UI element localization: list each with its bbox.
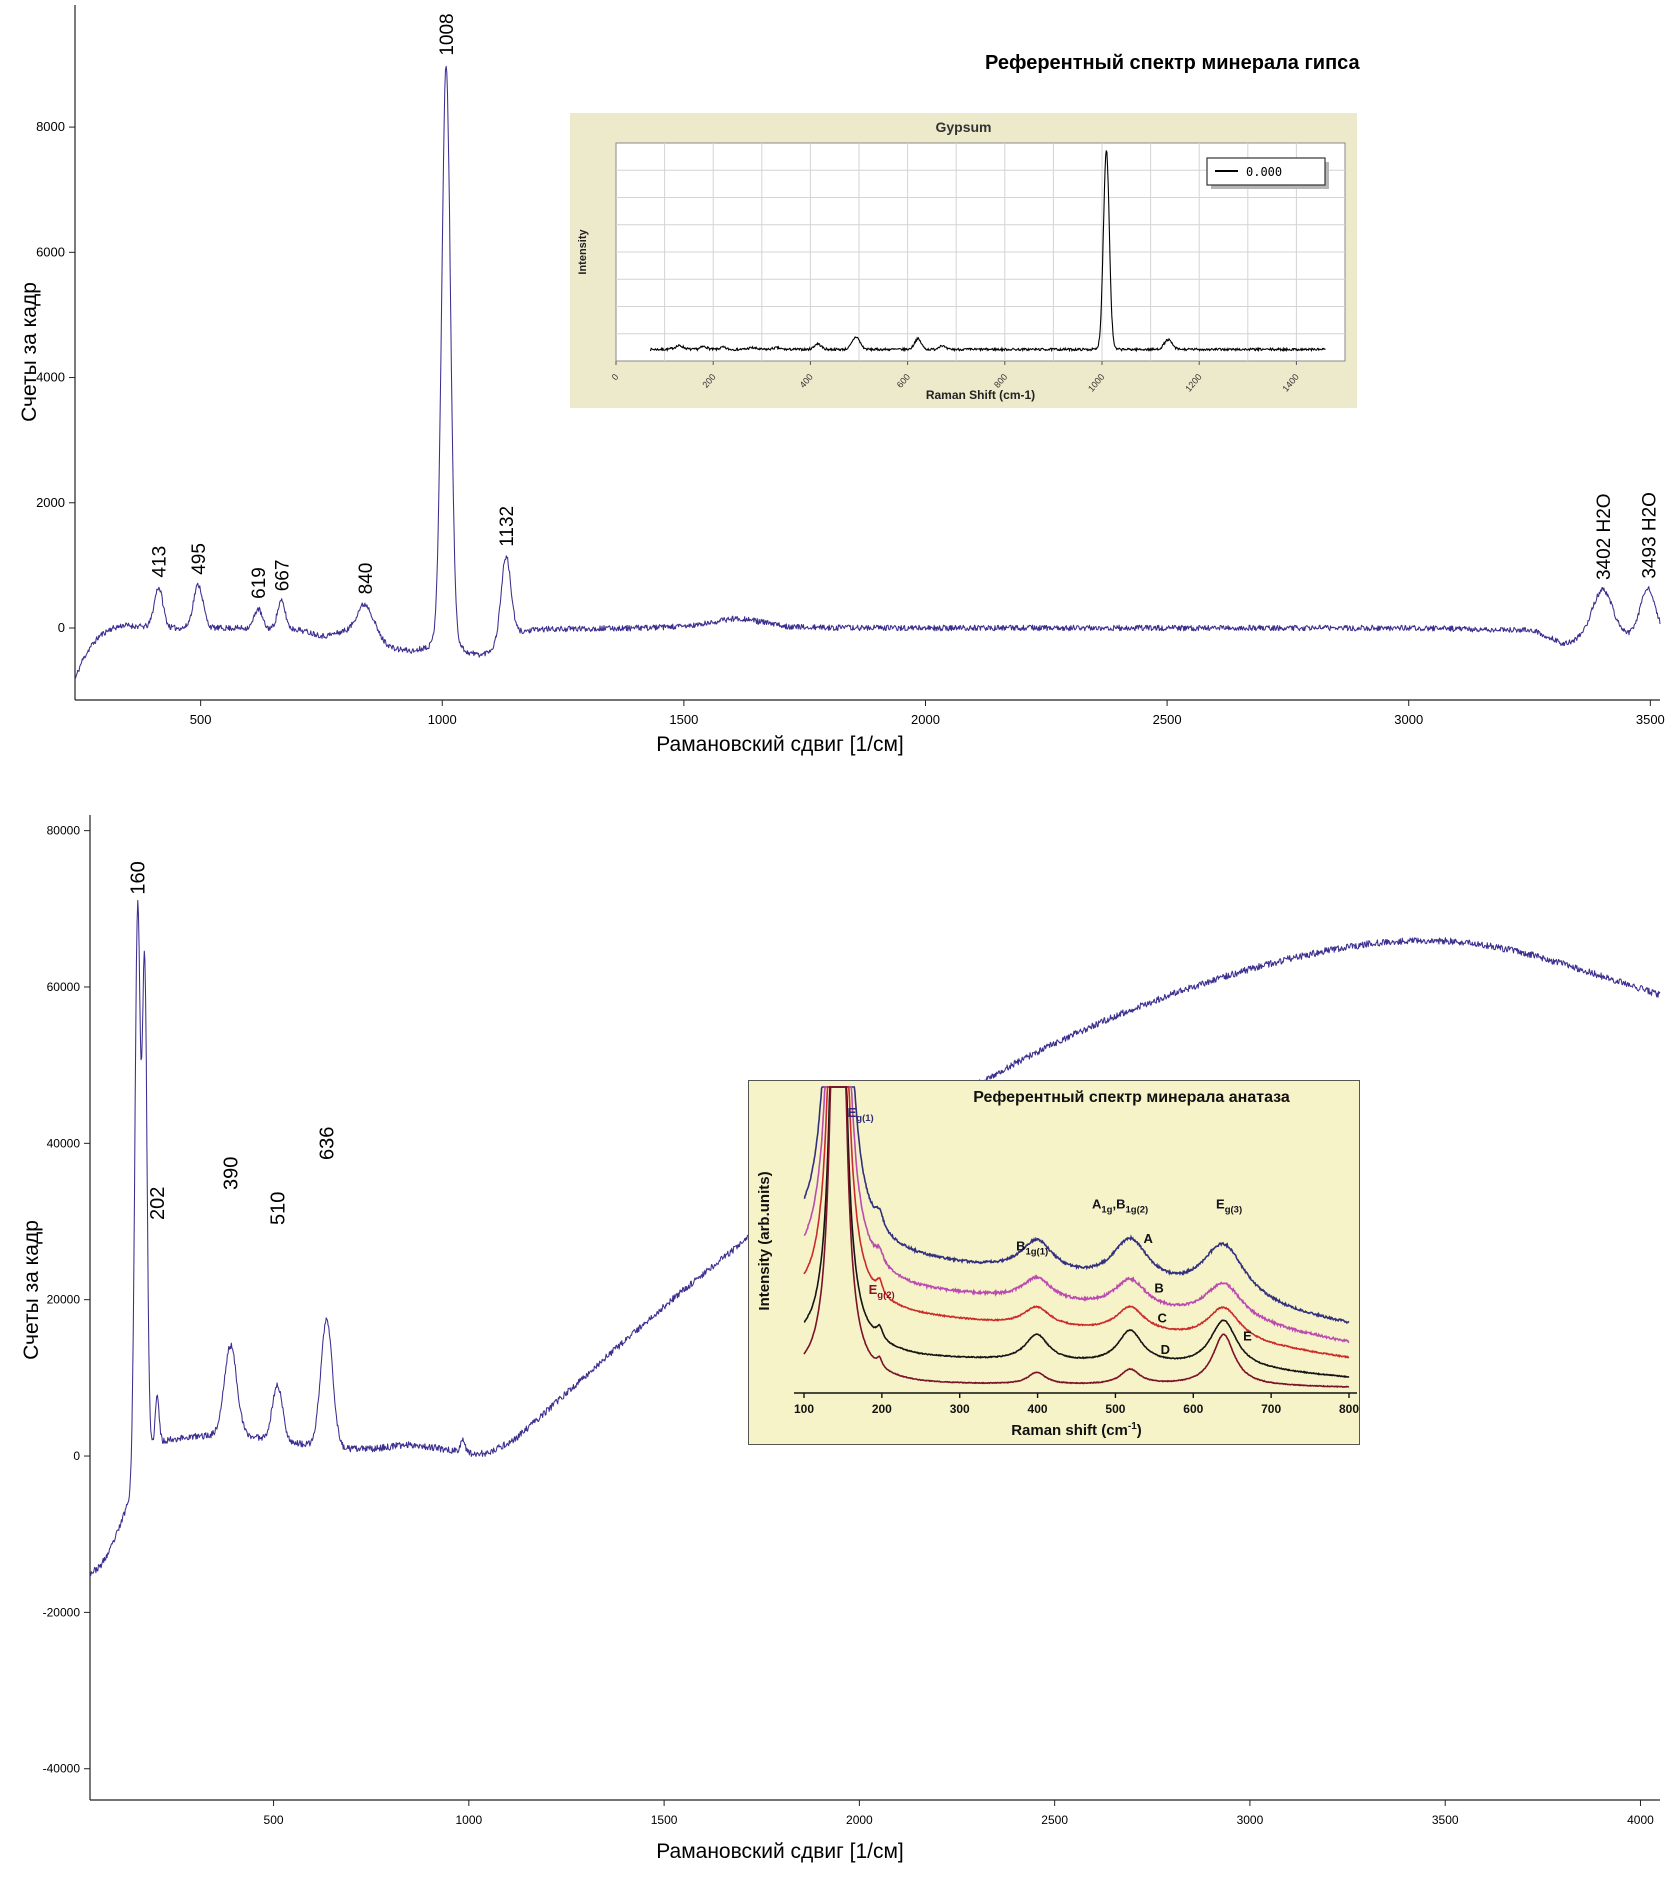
peak-label-619: 619	[249, 567, 270, 599]
peak-label-636: 636	[317, 1127, 339, 1160]
peak-label-840: 840	[356, 563, 377, 595]
x-tick-label: 1400	[1280, 372, 1301, 394]
y-tick-label: 0	[58, 620, 65, 635]
x-tick-label: 3000	[1394, 712, 1423, 727]
x-tick-label: 3000	[1237, 1813, 1264, 1827]
x-tick-label: 2500	[1041, 1813, 1068, 1827]
x-tick-label: 400	[798, 372, 815, 390]
curve-letter-A: A	[1143, 1231, 1153, 1246]
anatase-inset-plot: A BC D E 100 200 300 400 500 600 700 800 Raman shift…	[756, 1086, 1359, 1439]
curve-letter-C: C	[1157, 1311, 1167, 1326]
x-tick-label: 700	[1261, 1402, 1281, 1416]
x-tick-label: 1000	[455, 1813, 482, 1827]
inset-title-anatase: Референтный спектр минерала анатаза	[973, 1089, 1290, 1106]
curve-letter-B: B	[1154, 1281, 1163, 1296]
peak-label-160: 160	[128, 861, 150, 894]
anatase-spectrum-plot: 500 1000 1500 2000 2500 3000 3500 4000-40000-20…	[43, 815, 1661, 1827]
mode-label: Eg(1)	[848, 1105, 874, 1124]
y-axis-title-top: Счеты за кадр	[18, 282, 41, 422]
y-axis-label: Intensity	[577, 229, 589, 275]
curve-E	[803, 1086, 1350, 1388]
y-tick-label: -40000	[43, 1762, 81, 1776]
x-tick-label: 1000	[1086, 372, 1107, 394]
x-axis-title-top: Рамановский сдвиг [1/см]	[656, 733, 904, 756]
gypsum-chart-panel: 500 1000 1500 2000 2500 3000 3500 0 2000 4000 6000…	[0, 0, 1669, 790]
x-tick-label: 500	[190, 712, 212, 727]
gypsum-reference-trace	[649, 150, 1326, 353]
gypsum-annotation: Референтный спектр минерала гипса	[985, 52, 1360, 74]
y-tick-label: 60000	[47, 980, 81, 994]
x-tick-label: 500	[264, 1813, 284, 1827]
y-tick-label: 0	[73, 1449, 80, 1463]
y-tick-label: 20000	[47, 1293, 81, 1307]
x-tick-label: 1500	[669, 712, 698, 727]
peak-label-390: 390	[221, 1157, 243, 1190]
y-axis-label: Intensity (arb.units)	[756, 1171, 773, 1310]
x-axis-title-bottom: Рамановский сдвиг [1/см]	[656, 1840, 904, 1863]
x-tick-label: 600	[1183, 1402, 1203, 1416]
gypsum-spectrum-plot: 500 1000 1500 2000 2500 3000 35000200040006000…	[36, 5, 1665, 727]
y-tick-label: 80000	[47, 824, 81, 838]
peak-label-1008: 1008	[437, 13, 458, 55]
y-tick-label: 2000	[36, 495, 65, 510]
y-tick-label: 8000	[36, 119, 65, 134]
x-tick-label: 2000	[911, 712, 940, 727]
peak-label-413: 413	[150, 546, 171, 578]
sample-gypsum-spectrum-trace	[74, 65, 1661, 680]
y-tick-label: 40000	[47, 1136, 81, 1150]
x-tick-label: 800	[1339, 1402, 1359, 1416]
curve-A	[803, 1086, 1350, 1325]
mode-label: B1g(1)	[1016, 1239, 1048, 1258]
curve-C	[803, 1086, 1350, 1359]
anatase-chart-panel: 500 1000 1500 2000 2500 3000 3500 4000 -40000 -20…	[0, 790, 1669, 1892]
gypsum-reference-inset: Gypsum 0 200 400 600 800 1000 1200 1400 Raman Sh…	[570, 113, 1357, 408]
x-tick-label: 400	[1028, 1402, 1048, 1416]
x-tick-label: 1500	[651, 1813, 678, 1827]
x-tick-label: 3500	[1636, 712, 1665, 727]
x-axis-label: Raman Shift (cm-1)	[926, 388, 1035, 402]
x-tick-label: 200	[700, 372, 717, 390]
curve-letter-D: D	[1161, 1342, 1170, 1357]
peak-label-3493-H2O: 3493 H2O	[1639, 492, 1660, 579]
curve-B	[803, 1086, 1350, 1344]
y-tick-label: 6000	[36, 244, 65, 259]
peak-label-1132: 1132	[497, 506, 518, 547]
x-tick-label: 100	[794, 1402, 814, 1416]
mode-label: Eg(2)	[869, 1282, 895, 1301]
peak-label-3402-H2O: 3402 H2O	[1594, 493, 1615, 580]
curve-letter-E: E	[1243, 1329, 1252, 1344]
mode-label: A1g,B1g(2)	[1092, 1197, 1148, 1216]
x-tick-label: 1200	[1183, 372, 1204, 394]
x-tick-label: 3500	[1432, 1813, 1459, 1827]
x-tick-label: 4000	[1627, 1813, 1654, 1827]
x-tick-label: 0	[610, 372, 621, 382]
x-tick-label: 300	[950, 1402, 970, 1416]
x-tick-label: 2000	[846, 1813, 873, 1827]
legend-label: 0.000	[1246, 165, 1282, 179]
x-tick-label: 2500	[1153, 712, 1182, 727]
y-axis-title-bottom: Счеты за кадр	[20, 1220, 43, 1360]
mode-label: Eg(3)	[1216, 1197, 1242, 1216]
x-axis-label: Raman shift (cm-1)	[1011, 1421, 1142, 1439]
peak-label-495: 495	[189, 543, 210, 575]
y-tick-label: 4000	[36, 370, 65, 385]
inset-title-gypsum: Gypsum	[935, 119, 992, 135]
peak-label-667: 667	[272, 560, 293, 592]
peak-label-510: 510	[267, 1192, 289, 1225]
y-tick-label: -20000	[43, 1605, 81, 1619]
x-tick-label: 600	[895, 372, 912, 390]
peak-label-202: 202	[147, 1187, 169, 1220]
x-tick-label: 1000	[428, 712, 457, 727]
curve-D	[803, 1086, 1350, 1379]
x-tick-label: 500	[1105, 1402, 1125, 1416]
x-tick-label: 200	[872, 1402, 892, 1416]
